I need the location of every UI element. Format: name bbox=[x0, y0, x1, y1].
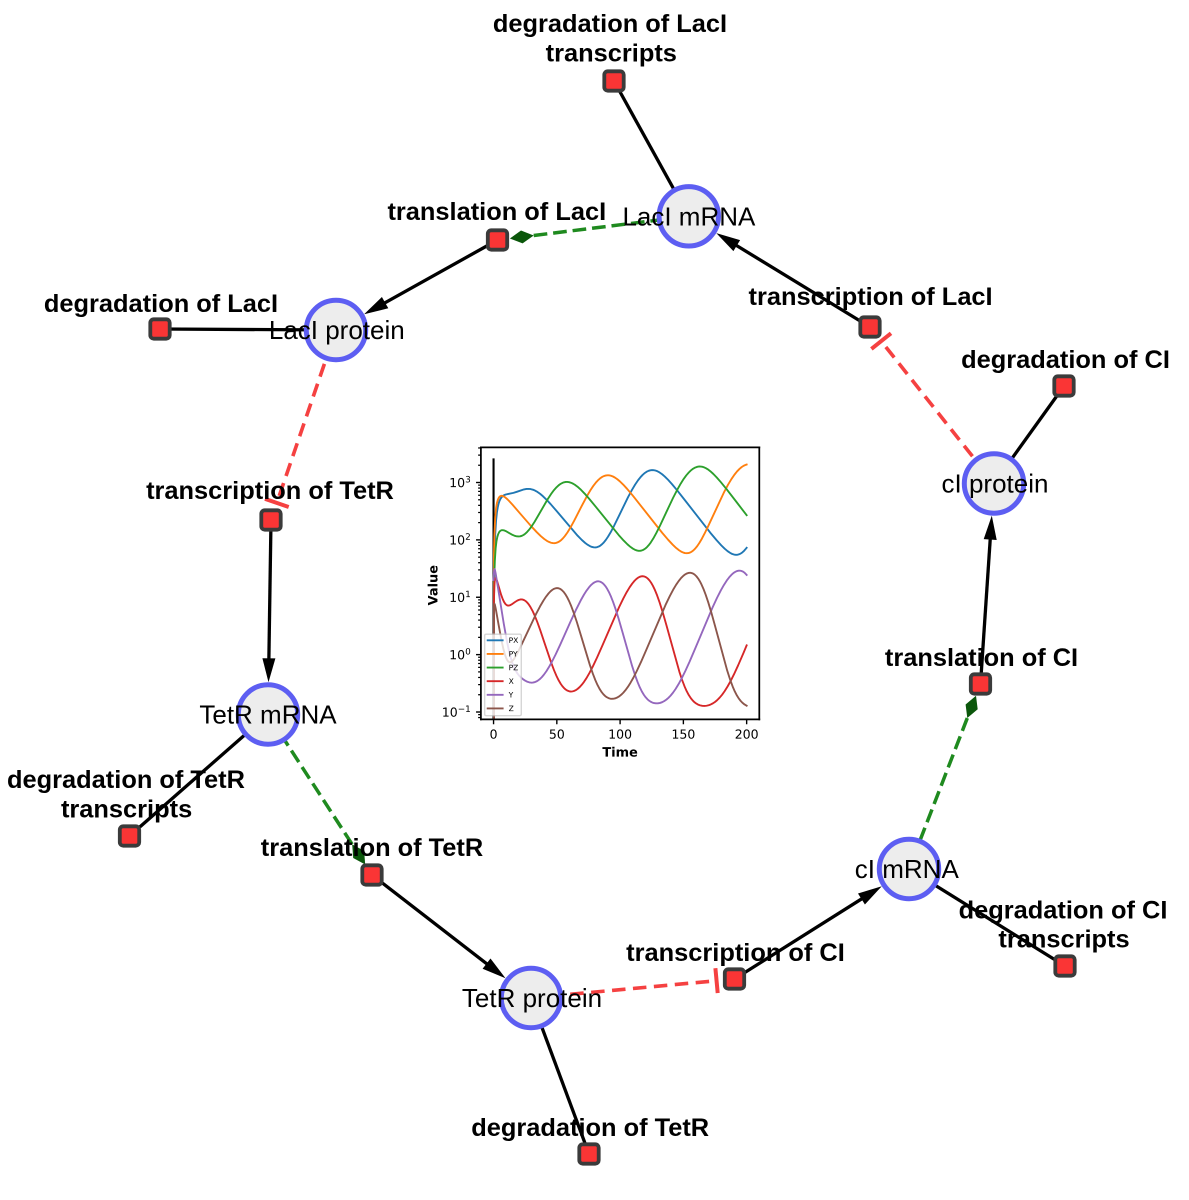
svg-text:transcripts: transcripts bbox=[546, 40, 677, 68]
svg-text:degradation of CI: degradation of CI bbox=[959, 897, 1168, 925]
svg-text:transcripts: transcripts bbox=[61, 796, 192, 824]
svg-text:degradation of LacI: degradation of LacI bbox=[44, 290, 278, 318]
svg-text:transcription of TetR: transcription of TetR bbox=[146, 477, 394, 505]
svg-text:degradation of CI: degradation of CI bbox=[961, 346, 1170, 374]
svg-text:LacI mRNA: LacI mRNA bbox=[622, 201, 756, 231]
svg-text:cI mRNA: cI mRNA bbox=[855, 854, 960, 884]
svg-text:transcripts: transcripts bbox=[998, 926, 1129, 954]
svg-text:degradation of TetR: degradation of TetR bbox=[7, 766, 245, 794]
svg-text:translation of TetR: translation of TetR bbox=[261, 834, 483, 862]
svg-text:degradation of LacI: degradation of LacI bbox=[493, 10, 727, 38]
svg-text:transcription of LacI: transcription of LacI bbox=[749, 283, 993, 311]
svg-text:TetR protein: TetR protein bbox=[462, 983, 602, 1013]
svg-text:translation of CI: translation of CI bbox=[885, 644, 1078, 672]
svg-text:degradation of TetR: degradation of TetR bbox=[471, 1114, 709, 1142]
svg-text:transcription of CI: transcription of CI bbox=[626, 939, 845, 967]
svg-text:TetR mRNA: TetR mRNA bbox=[199, 699, 337, 729]
svg-text:LacI protein: LacI protein bbox=[269, 315, 405, 345]
svg-text:cI protein: cI protein bbox=[942, 469, 1049, 499]
svg-text:translation of LacI: translation of LacI bbox=[387, 198, 606, 226]
